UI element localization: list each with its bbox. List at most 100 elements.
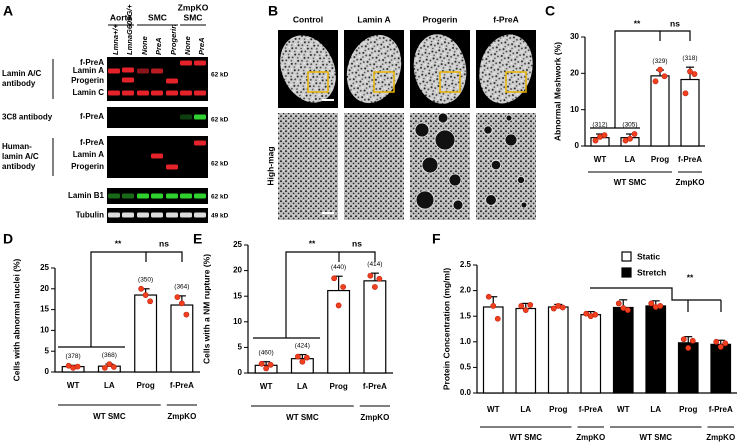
zoom-box <box>505 71 527 93</box>
blot-band <box>151 193 163 199</box>
blot-band <box>108 212 120 218</box>
size-label: 62 kD <box>211 194 229 201</box>
blot-band <box>166 90 178 96</box>
image-column-label: f-PreA <box>493 14 519 24</box>
size-label: 49 kD <box>211 213 229 220</box>
x-tick-label: Prog <box>549 405 567 414</box>
image-column-label: Lamin A <box>357 14 390 24</box>
band-label: Lamin C <box>72 88 104 97</box>
bar <box>612 306 634 394</box>
blot-header: SMC <box>184 12 203 22</box>
blot-band <box>166 78 178 84</box>
significance-bracket <box>339 251 376 262</box>
data-point <box>682 90 689 97</box>
y-tick-label: 0 <box>45 367 50 376</box>
bleb <box>421 156 439 174</box>
data-point <box>583 310 590 317</box>
zoom-box <box>373 71 395 93</box>
band-label: f-PreA <box>80 58 104 67</box>
blot-image <box>107 107 208 128</box>
significance-label: ns <box>159 238 169 248</box>
significance-bracket <box>590 287 722 312</box>
y-tick-label: 0.0 <box>460 388 472 397</box>
y-tick-label: 10 <box>570 105 579 114</box>
blot-band <box>108 90 120 96</box>
group-label: ZmpKO <box>360 413 389 422</box>
x-tick-label: WT <box>594 155 607 164</box>
y-axis-label: Protein Concentration (mg/ml) <box>441 268 451 390</box>
y-tick-label: 2.0 <box>460 286 472 295</box>
data-point <box>717 344 724 350</box>
bar <box>710 343 732 394</box>
significance-label: ns <box>352 238 362 248</box>
bar <box>327 289 351 374</box>
n-label: (364) <box>174 284 189 291</box>
group-label: ZmpKO <box>706 433 735 442</box>
bar <box>680 78 700 147</box>
group-label: ZmpKO <box>167 412 196 421</box>
x-tick-label: LA <box>104 381 115 390</box>
band-label: f-PreA <box>80 112 104 121</box>
data-point <box>74 363 81 370</box>
y-tick-label: 15 <box>40 305 49 314</box>
bleb <box>504 133 518 147</box>
data-point <box>147 298 154 305</box>
blot-header: ZmpKO <box>178 2 209 12</box>
nucleus <box>280 35 336 103</box>
blot-band <box>122 90 134 96</box>
x-tick-label: Prog <box>137 381 155 390</box>
n-label: (312) <box>592 122 607 129</box>
significance-label: ** <box>634 18 641 28</box>
panel-letter: C <box>545 3 555 19</box>
significance-bracket <box>146 251 183 262</box>
significance-bracket <box>253 251 340 339</box>
y-tick-label: 0.5 <box>460 363 472 372</box>
nucleus <box>479 34 533 104</box>
x-tick-label: WT <box>260 382 273 391</box>
lane-label: LmnaG609G/+ <box>125 4 134 55</box>
significance-bracket <box>58 251 147 348</box>
image-column-label: Control <box>293 14 323 24</box>
y-tick-label: 20 <box>570 68 579 77</box>
blot-band <box>151 212 163 218</box>
group-label: WT SMC <box>614 178 647 187</box>
x-tick-label: f-PreA <box>170 381 194 390</box>
panel-letter: B <box>268 3 278 19</box>
blot-band <box>137 90 149 96</box>
x-tick-label: LA <box>650 405 661 414</box>
image-column-label: Progerin <box>423 14 458 24</box>
blot-band <box>194 193 206 199</box>
data-point <box>335 302 342 309</box>
data-point <box>624 307 631 313</box>
antibody-label: Human- <box>2 142 32 151</box>
data-point <box>490 303 497 309</box>
n-label: (460) <box>259 349 274 356</box>
blot-band <box>194 60 206 66</box>
blot-header: Aorta <box>110 12 132 22</box>
data-point <box>713 338 720 345</box>
x-tick-label: WT <box>617 405 630 414</box>
bleb <box>505 114 513 122</box>
bar <box>515 307 537 394</box>
data-point <box>485 293 492 300</box>
x-tick-label: f-PreA <box>363 382 387 391</box>
y-tick-label: 10 <box>233 317 242 326</box>
antibody-label: Lamin B1 <box>68 191 105 200</box>
data-point <box>258 360 265 367</box>
n-label: (440) <box>331 264 346 271</box>
lane-label: Lmna+/+ <box>111 24 120 55</box>
data-point <box>657 66 663 73</box>
image-panel <box>278 113 338 220</box>
n-label: (318) <box>682 55 697 62</box>
significance-label: ** <box>687 272 694 282</box>
data-point <box>550 305 557 312</box>
bar <box>650 75 670 147</box>
x-tick-label: Prog <box>330 382 348 391</box>
blot-band <box>151 68 163 74</box>
n-label: (378) <box>66 353 81 360</box>
antibody-label: lamin A/C <box>2 152 39 161</box>
x-tick-label: LA <box>625 155 636 164</box>
blot-band <box>108 68 120 74</box>
significance-label: ns <box>670 18 680 28</box>
bleb <box>485 194 497 206</box>
